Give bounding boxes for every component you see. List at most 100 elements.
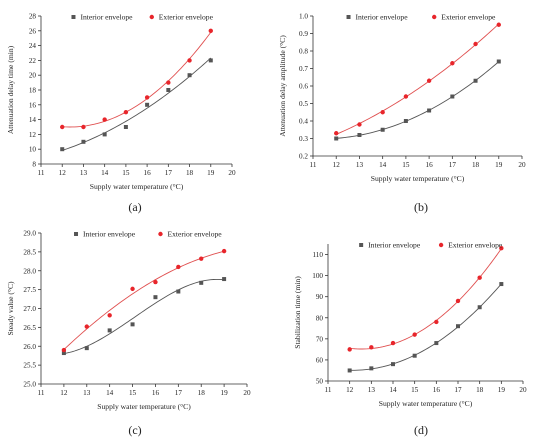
y-tick-label: 110 [312, 251, 323, 259]
legend-marker-interior [71, 15, 76, 19]
data-point-exterior [102, 117, 107, 122]
legend-label-interior: Interior envelope [356, 13, 409, 22]
data-point-exterior [60, 124, 65, 130]
x-tick-label: 19 [495, 161, 503, 169]
chart-panel-a: 11 12 13 14 15 16 17 18 19 20 8 10 12 14 16 18 20 22 24 26 2… [6, 13, 236, 215]
x-tick-label: 11 [310, 161, 317, 169]
x-tick-label: 19 [221, 389, 229, 397]
data-point-exterior [499, 246, 504, 251]
data-point-interior [107, 328, 112, 333]
x-axis-label: Supply water temperature (°C) [371, 174, 465, 183]
y-axis-label: Stabilization time (min) [293, 276, 302, 349]
y-tick-label: 26.5 [23, 324, 36, 332]
y-tick-label: 22 [29, 57, 37, 65]
y-tick-label: 0.4 [299, 118, 308, 126]
y-tick-label: 25.0 [23, 381, 36, 389]
y-tick-label: 28.5 [23, 248, 36, 256]
legend-marker-exterior [438, 242, 444, 248]
fit-curve-interior [349, 283, 502, 371]
data-point-interior [153, 295, 158, 300]
data-point-interior [391, 362, 395, 367]
panel-caption: (b) [414, 200, 428, 214]
data-point-exterior [123, 110, 129, 115]
chart-panel-b: 11 12 13 14 15 16 17 18 19 20 0.2 0.3 0.4 0.5 0.6 0.7 0.… [278, 13, 526, 215]
legend-marker-exterior [158, 231, 163, 237]
y-tick-label: 80 [316, 314, 324, 322]
chart-panel-c: 11 12 13 14 15 16 17 18 19 20 25.0 25.5 26.0 26.5 27.0… [6, 230, 251, 438]
data-point-exterior [496, 22, 501, 27]
legend-label-exterior: Exterior envelope [448, 241, 503, 250]
data-point-interior [456, 324, 460, 329]
data-point-exterior [81, 124, 86, 130]
x-tick-label: 17 [454, 386, 462, 394]
chart-panel-d: 11 12 13 14 15 16 17 18 19 20 50 60 70 80 90 100 110 Supp… [293, 241, 527, 437]
y-tick-label: 0.5 [299, 100, 308, 108]
data-point-interior [199, 280, 204, 285]
data-point-exterior [347, 347, 352, 352]
y-tick-label: 8 [32, 161, 36, 169]
data-point-exterior [176, 264, 181, 270]
x-tick-label: 17 [165, 169, 173, 177]
y-tick-label: 60 [316, 356, 324, 364]
y-tick-label: 26.0 [23, 343, 36, 351]
data-point-interior [176, 289, 181, 294]
panel-caption: (c) [128, 423, 141, 437]
x-tick-label: 18 [476, 386, 484, 394]
x-tick-label: 17 [175, 389, 183, 397]
x-tick-label: 13 [80, 169, 88, 177]
x-tick-label: 17 [449, 161, 457, 169]
y-tick-label: 10 [29, 146, 37, 154]
data-point-interior [222, 277, 227, 282]
data-point-exterior [412, 332, 417, 337]
y-tick-label: 29.0 [23, 230, 36, 238]
chart-panels: 11 12 13 14 15 16 17 18 19 20 8 10 12 14 16 18 20 22 24 26 2… [6, 13, 527, 438]
legend-label-interior: Interior envelope [80, 13, 133, 22]
data-point-exterior [450, 61, 455, 66]
data-point-exterior [357, 122, 362, 127]
x-tick-label: 12 [346, 386, 354, 394]
x-tick-label: 20 [228, 169, 236, 177]
legend-label-interior: Interior envelope [368, 241, 421, 250]
fit-curve-exterior [63, 250, 225, 350]
x-tick-label: 16 [426, 161, 434, 169]
data-point-interior [403, 119, 408, 123]
legend-label-exterior: Exterior envelope [167, 230, 222, 239]
data-point-interior [380, 127, 385, 132]
data-point-interior [81, 139, 86, 144]
x-tick-label: 15 [411, 386, 419, 394]
data-point-interior [412, 353, 417, 358]
x-tick-label: 12 [60, 389, 68, 397]
legend-label-exterior: Exterior envelope [441, 13, 496, 22]
x-tick-label: 14 [101, 169, 109, 177]
x-tick-label: 11 [38, 389, 45, 397]
x-tick-label: 12 [333, 161, 341, 169]
x-tick-label: 14 [379, 161, 387, 169]
y-tick-label: 25.5 [23, 362, 36, 370]
x-tick-label: 12 [59, 169, 67, 177]
x-axis-label: Supply water temperature (°C) [90, 182, 184, 191]
y-tick-label: 100 [312, 272, 323, 280]
data-point-interior [357, 133, 362, 137]
data-point-exterior [380, 110, 385, 115]
x-tick-label: 11 [325, 386, 332, 394]
y-tick-label: 28.0 [23, 267, 36, 275]
data-point-exterior [221, 248, 227, 254]
data-point-interior [334, 136, 339, 141]
data-point-interior [450, 94, 455, 99]
data-point-exterior [199, 256, 204, 261]
x-tick-label: 19 [207, 169, 215, 177]
x-tick-label: 14 [106, 389, 114, 397]
y-tick-label: 0.3 [299, 135, 308, 143]
x-tick-label: 13 [356, 161, 364, 169]
fit-curve-interior [63, 278, 225, 355]
data-point-exterior [84, 324, 89, 329]
data-point-exterior [390, 340, 396, 346]
y-tick-label: 0.7 [299, 65, 308, 73]
x-tick-label: 14 [389, 386, 397, 394]
data-point-interior [427, 108, 432, 113]
data-point-exterior [61, 347, 67, 353]
data-point-interior [61, 351, 66, 356]
fit-curve-interior [336, 61, 500, 139]
y-tick-label: 26 [29, 27, 37, 35]
